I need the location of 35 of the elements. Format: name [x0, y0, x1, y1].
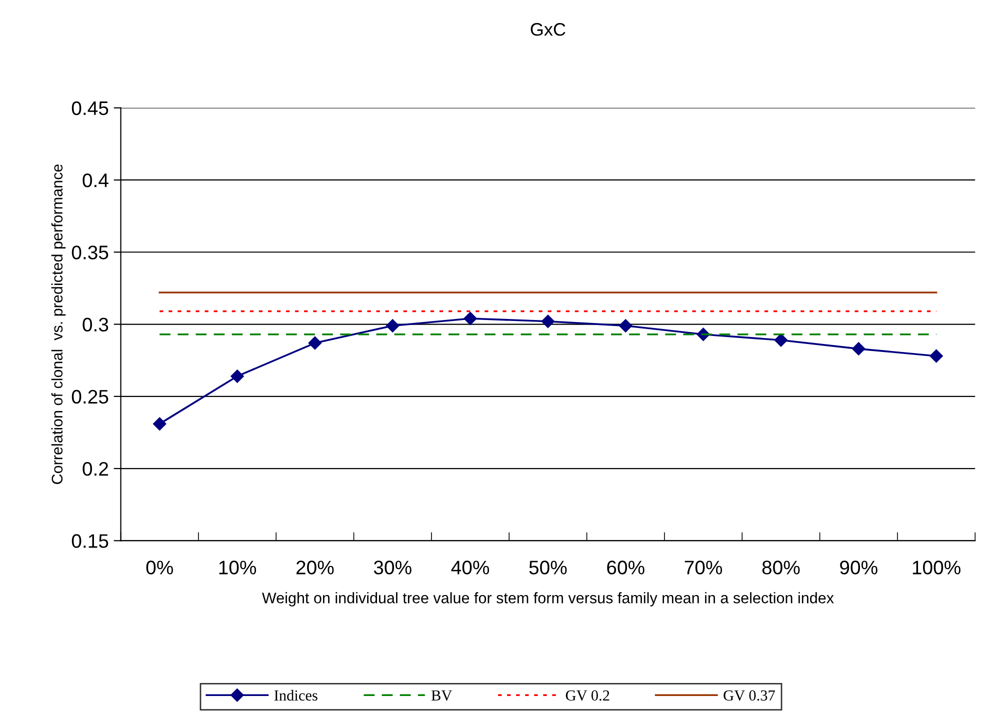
- point: [541, 314, 555, 328]
- y-tick-label: 0.3: [82, 318, 108, 332]
- point: [852, 342, 866, 356]
- x-axis-title: Weight on individual tree value for stem form versus family mean in a selection index: [262, 592, 834, 606]
- point: [774, 334, 788, 347]
- y-tick-label: 0.4: [82, 173, 108, 188]
- x-tick-label: 70%: [684, 560, 722, 574]
- legend-label: GV 0.37: [724, 690, 775, 701]
- y-tick-label: 0.35: [72, 246, 108, 260]
- y-axis-title: Correlation of clonal vs. predicted performance: [51, 164, 66, 484]
- point: [230, 370, 244, 383]
- y-tick-label: 0.45: [72, 101, 108, 116]
- point: [386, 319, 400, 332]
- y-tick-label: 0.15: [72, 534, 108, 548]
- legend-label: GV 0.2: [566, 690, 610, 701]
- x-tick-label: 60%: [607, 560, 644, 574]
- x-tick-label: 100%: [912, 560, 960, 574]
- point: [619, 319, 632, 332]
- x-tick-label: 90%: [840, 560, 878, 574]
- x-tick-label: 20%: [296, 560, 334, 574]
- chart-title: GxC: [530, 23, 566, 36]
- point: [930, 349, 943, 363]
- y-tick-label: 0.25: [72, 390, 108, 404]
- point: [464, 312, 477, 326]
- point: [308, 336, 322, 350]
- legend-label: BV: [431, 690, 452, 701]
- x-tick-label: 30%: [374, 560, 412, 574]
- x-tick-label: 10%: [219, 560, 256, 574]
- x-tick-label: 0%: [146, 560, 173, 574]
- point: [153, 417, 166, 430]
- x-tick-label: 50%: [529, 560, 567, 574]
- x-tick-label: 40%: [451, 560, 490, 574]
- legend-label: Indices: [274, 690, 318, 701]
- x-tick-label: 80%: [762, 560, 800, 574]
- y-tick-label: 0.2: [82, 462, 108, 476]
